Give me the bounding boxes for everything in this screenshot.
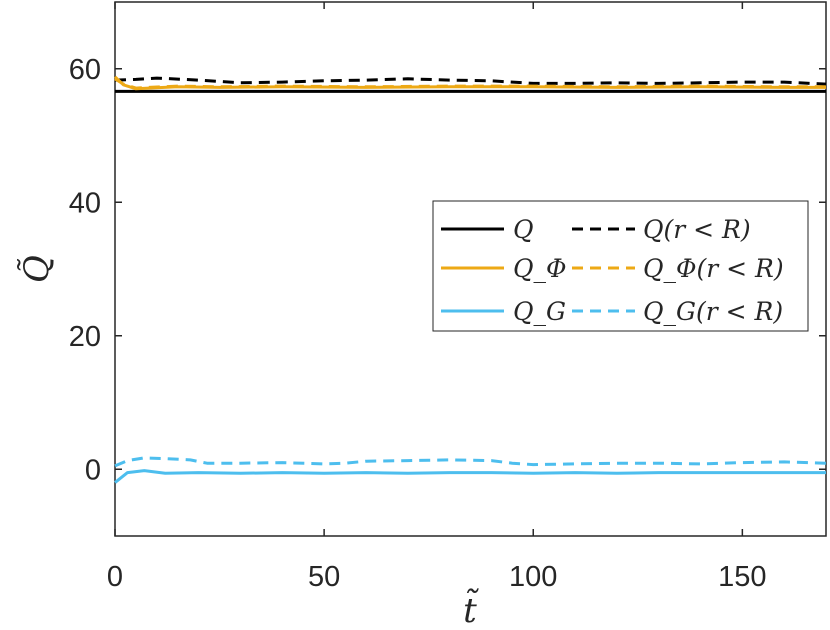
legend-box <box>432 200 809 332</box>
x-tick-label: 0 <box>107 561 123 593</box>
legend-label-q: Q <box>513 215 534 244</box>
y-tick-label: 0 <box>85 454 101 486</box>
series-layer <box>113 75 827 484</box>
x-axis: 0 50 100 150 <box>107 2 767 593</box>
legend-label-q-r-r: Q(r < R) <box>643 215 751 244</box>
legend-label-q: Q_Φ <box>513 254 567 283</box>
x-tick-label: 150 <box>718 561 766 593</box>
series-line-2 <box>114 76 827 86</box>
y-tick-label: 60 <box>69 54 101 86</box>
series-line-4 <box>114 77 826 90</box>
series-line-6 <box>114 456 827 468</box>
x-tick-label: 100 <box>509 561 557 593</box>
legend-label-q-g: Q_G <box>513 297 566 326</box>
x-axis-title: t̃ <box>463 588 480 630</box>
legend-entries: Q Q(r < R) Q_Φ Q_Φ(r < R) Q_G Q_G(r < R) <box>441 215 784 326</box>
series-line-5 <box>114 469 826 484</box>
legend-label-q-g-r-r: Q_G(r < R) <box>643 297 783 326</box>
legend-label-q-r-r: Q_Φ(r < R) <box>643 254 784 283</box>
y-axis: 0 20 40 60 <box>69 54 826 486</box>
y-tick-label: 20 <box>69 321 101 353</box>
y-tick-label: 40 <box>69 187 101 219</box>
y-axis-title: Q̃ <box>17 255 57 283</box>
legend: Q Q(r < R) Q_Φ Q_Φ(r < R) Q_G Q_G(r < R) <box>432 200 809 332</box>
x-tick-label: 50 <box>308 561 340 593</box>
